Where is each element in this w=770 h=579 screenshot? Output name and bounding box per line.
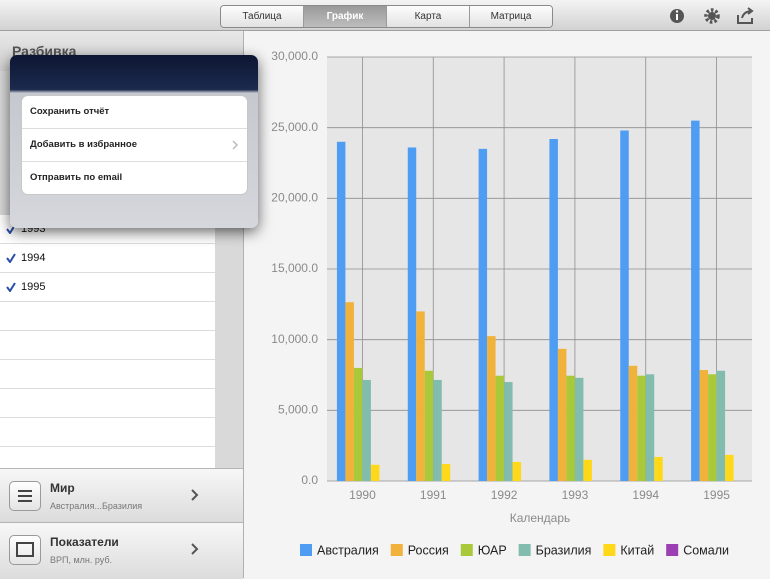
settings-icon[interactable]	[704, 8, 720, 24]
x-tick-label: 1991	[420, 488, 447, 502]
empty-row	[0, 418, 215, 447]
region-button[interactable]: Мир Австралия...Бразилия	[0, 468, 243, 521]
y-tick-label: 30,000.0	[271, 49, 318, 63]
tab[interactable]: Карта	[387, 6, 470, 27]
x-tick-label: 1990	[349, 488, 376, 502]
bar	[708, 374, 717, 481]
empty-row	[0, 360, 215, 389]
year-label: 1995	[21, 281, 46, 293]
bar	[433, 379, 442, 481]
legend-swatch	[460, 544, 473, 556]
bar	[370, 464, 380, 481]
legend-label: Сомали	[683, 543, 729, 557]
legend-label: ЮАР	[478, 543, 507, 557]
bar	[566, 375, 575, 481]
y-tick-label: 20,000.0	[271, 191, 318, 205]
empty-row	[0, 331, 215, 360]
bar	[336, 141, 346, 482]
toolbar: Таблица График Карта Матрица	[0, 0, 770, 31]
button-subtitle: Австралия...Бразилия	[50, 501, 143, 511]
tab[interactable]: Матрица	[470, 6, 552, 27]
y-tick-label: 5,000.0	[278, 403, 318, 417]
chevron	[191, 489, 199, 501]
menu-icon	[9, 481, 41, 511]
bar	[549, 138, 558, 481]
bar	[512, 461, 522, 481]
empty-row	[0, 389, 215, 418]
bar	[654, 456, 663, 481]
checkmark	[6, 253, 16, 263]
bar	[362, 379, 371, 481]
year-label: 1994	[21, 252, 46, 264]
legend-label: Бразилия	[536, 543, 592, 557]
x-tick-label: 1994	[632, 488, 659, 502]
bar	[645, 374, 655, 481]
settings-icon-core	[708, 12, 716, 20]
legend-swatch	[603, 544, 616, 556]
y-tick-label: 10,000.0	[271, 332, 318, 346]
legend-label: Китай	[620, 543, 654, 557]
bar	[504, 382, 513, 481]
bar	[691, 120, 700, 481]
bar	[424, 370, 434, 481]
menu-item[interactable]: Сохранить отчёт	[22, 96, 247, 129]
bar	[699, 370, 709, 481]
legend-label: Австралия	[317, 543, 379, 557]
legend-label: Россия	[408, 543, 449, 557]
toolbar-icons	[670, 7, 754, 24]
menu-item[interactable]: Добавить в избранное	[22, 129, 247, 162]
bar	[407, 147, 417, 481]
empty-row	[0, 302, 215, 331]
chevron	[191, 543, 199, 555]
indicator-button[interactable]: Показатели ВРП, млн. руб.	[0, 522, 243, 579]
tab[interactable]: Таблица	[221, 6, 304, 27]
bar	[416, 311, 425, 481]
button-subtitle: ВРП, млн. руб.	[50, 555, 113, 565]
legend-swatch	[666, 544, 679, 556]
legend-swatch	[390, 544, 403, 556]
checkmark	[6, 224, 16, 234]
y-tick-label: 0.0	[301, 473, 318, 487]
bar	[628, 365, 638, 481]
year-row[interactable]: 1994	[0, 244, 215, 273]
bar	[557, 348, 567, 481]
menu-item[interactable]: Отправить по email	[30, 172, 123, 183]
tab[interactable]: График	[304, 6, 387, 27]
bar	[441, 464, 451, 481]
bar	[637, 375, 646, 481]
x-tick-label: 1995	[703, 488, 730, 502]
bar	[495, 375, 505, 481]
chevron	[232, 140, 239, 150]
button-title: Мир	[50, 481, 75, 495]
popover-menu: Сохранить отчёт Добавить в избранное Отпра…	[21, 95, 248, 195]
y-tick-label: 15,000.0	[271, 261, 318, 275]
legend-swatch	[518, 544, 531, 556]
button-title: Показатели	[50, 535, 119, 549]
x-axis-label: Календарь	[510, 511, 571, 525]
x-tick-label: 1992	[491, 488, 518, 502]
box-icon	[9, 535, 41, 565]
bar	[487, 336, 496, 481]
bar	[583, 459, 592, 481]
view-tabs: Таблица График Карта Матрица	[220, 5, 553, 28]
legend-swatch	[300, 544, 312, 556]
info-icon-dot	[675, 10, 679, 13]
bar	[345, 302, 354, 481]
bar	[620, 130, 629, 481]
bar	[478, 148, 488, 481]
checkmark	[6, 282, 16, 292]
popover: Сохранить отчёт Добавить в избранное Отпра…	[10, 55, 258, 228]
bar	[574, 377, 584, 481]
bar	[725, 454, 734, 481]
year-list: 1993 1994 1995	[0, 215, 215, 468]
share-icon[interactable]	[737, 7, 754, 24]
y-tick-label: 25,000.0	[271, 120, 318, 134]
bar	[353, 367, 363, 481]
year-row[interactable]: 1995	[0, 273, 215, 302]
x-tick-label: 1993	[562, 488, 589, 502]
bar	[716, 370, 726, 481]
